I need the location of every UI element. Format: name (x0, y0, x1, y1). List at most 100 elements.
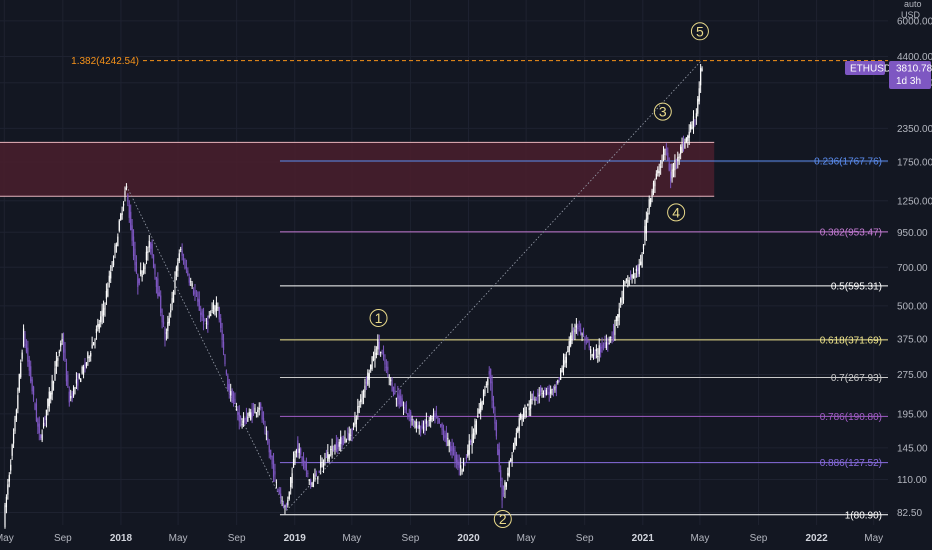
candle-body (268, 445, 270, 453)
candle-body (647, 212, 649, 220)
candle-body (315, 473, 317, 477)
candle-body (295, 450, 297, 454)
candle-body (338, 441, 340, 447)
candle (567, 346, 569, 353)
candle (135, 255, 138, 275)
candle-body (67, 374, 69, 387)
candle (127, 193, 129, 207)
candle (177, 258, 179, 277)
candle-body (164, 328, 166, 340)
candle (230, 383, 232, 402)
symbol-label: ETHUSD (850, 63, 891, 74)
candle-body (478, 408, 480, 414)
candle (555, 380, 557, 397)
candle (377, 334, 379, 356)
candle-body (660, 166, 662, 168)
candle-body (290, 477, 292, 488)
candle-body (344, 437, 346, 441)
candle-body (350, 434, 352, 436)
candle-body (620, 298, 622, 303)
candle-body (527, 403, 529, 406)
candle-body (80, 378, 82, 383)
candle (441, 422, 443, 435)
candle (545, 387, 547, 396)
candle (658, 163, 660, 177)
candle (364, 378, 366, 398)
candle-body (358, 406, 360, 408)
x-tick-label: May (169, 533, 188, 544)
candle-body (537, 392, 539, 398)
candle (11, 443, 13, 460)
candle-body (555, 386, 557, 389)
candle (601, 337, 603, 353)
candle (467, 444, 469, 458)
candle-body (462, 458, 465, 465)
candle (662, 146, 665, 162)
candle (300, 447, 302, 458)
candle-body (180, 249, 182, 251)
candle (444, 430, 446, 442)
candle-body (530, 398, 532, 409)
candle (110, 265, 112, 283)
candle-body (70, 395, 72, 399)
candle-body (37, 418, 39, 427)
candle-body (185, 266, 188, 269)
candle-body (341, 437, 343, 446)
candle-body (204, 320, 206, 322)
candle-body (122, 203, 125, 206)
candle-body (331, 445, 333, 456)
candle (337, 437, 339, 455)
candle (390, 377, 392, 386)
candle-body (141, 274, 143, 278)
candle-body (501, 485, 503, 501)
candle-body (342, 440, 345, 444)
candle (297, 436, 299, 458)
candle (128, 200, 130, 223)
candle-body (230, 391, 232, 396)
candle-body (521, 417, 523, 420)
candle (22, 324, 25, 348)
candle-body (645, 218, 647, 234)
candle-body (691, 127, 693, 129)
candle (142, 262, 145, 275)
candle (98, 319, 100, 333)
candle (435, 405, 437, 419)
candle-body (214, 308, 216, 313)
candle (272, 452, 275, 483)
candle-body (594, 352, 596, 354)
candle (575, 318, 577, 334)
candle-body (438, 418, 440, 423)
candle-body (561, 367, 563, 373)
candle-body (111, 266, 113, 268)
candle-body (494, 414, 496, 424)
candle (408, 408, 410, 422)
candle-body (584, 337, 586, 344)
candle-body (701, 68, 703, 71)
candle (250, 408, 252, 421)
candle-body (581, 333, 583, 336)
candle (541, 387, 543, 398)
candle (680, 144, 682, 160)
candle (622, 279, 625, 304)
candle-body (275, 482, 277, 484)
candle-body (680, 146, 682, 155)
candle-body (397, 393, 399, 399)
candle (490, 368, 492, 391)
trend-line (126, 186, 287, 511)
candle-body (412, 419, 415, 424)
candle-body (88, 356, 90, 358)
candle-body (177, 262, 179, 271)
candle (685, 137, 687, 144)
candle-body (672, 168, 675, 172)
candle (107, 282, 109, 298)
candle (421, 420, 423, 430)
candle (360, 394, 362, 408)
candle (117, 233, 119, 247)
candle (120, 212, 122, 221)
candle (645, 211, 647, 241)
candle-body (225, 370, 228, 374)
candle-body (597, 356, 599, 358)
candle-body (571, 330, 573, 341)
candle (195, 290, 198, 298)
